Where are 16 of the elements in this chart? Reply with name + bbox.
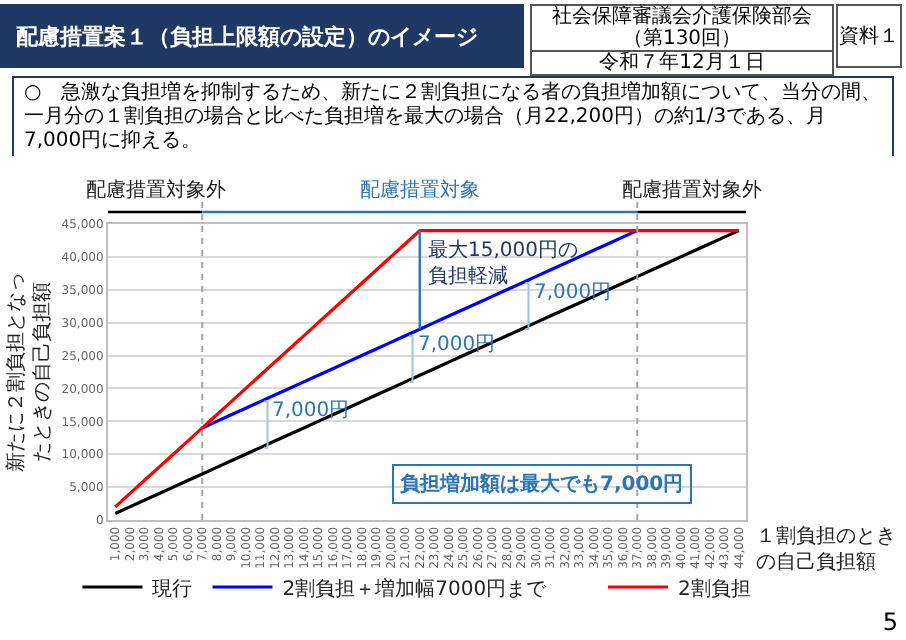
text: 社会保障審議会介護保険部会（第130回） (550, 6, 814, 50)
y-axis-title: 新たに２割負担となったときの自己負担額 (3, 272, 54, 472)
legend-label: 2割負担 (677, 576, 751, 601)
legend-label: 2割負担＋増加幅7000円まで (282, 576, 549, 601)
text: 資料１ (836, 4, 902, 68)
text: 配慮措置対象外 (622, 178, 762, 202)
text: 配慮措置対象 (360, 178, 480, 202)
chart-title: 配慮措置案１（負担上限額の設定）のイメージ (0, 4, 524, 68)
annotation: 負担増加額は最大でも7,000円 (400, 472, 684, 496)
x-axis-title: １割負担のときの自己負担額 (756, 524, 896, 574)
legend-label: 現行 (152, 578, 193, 601)
text: 5 (882, 608, 898, 636)
text: 令和７年12月１日 (532, 50, 832, 74)
line-series (200, 228, 639, 430)
text: 配慮措置対象外 (86, 178, 226, 202)
chart-subtitle: ○ 急激な負担増を抑制するため、新たに２割負担になる者の負担増加額について、当分の間、一月分の１割負担の場合と比べた負担増を最大の場合（月22,200円）の約1/3である、月7,000円に抑える。 (12, 76, 894, 160)
